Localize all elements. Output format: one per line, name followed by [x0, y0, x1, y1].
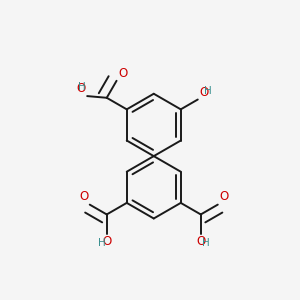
Text: H: H	[202, 238, 210, 248]
Text: H: H	[98, 238, 106, 248]
Text: O: O	[219, 190, 228, 203]
Text: H: H	[78, 82, 86, 92]
Text: O: O	[196, 235, 206, 248]
Text: O: O	[102, 235, 111, 248]
Text: O: O	[199, 86, 208, 99]
Text: O: O	[79, 190, 88, 203]
Text: O: O	[77, 82, 86, 95]
Text: O: O	[119, 67, 128, 80]
Text: H: H	[203, 86, 211, 96]
